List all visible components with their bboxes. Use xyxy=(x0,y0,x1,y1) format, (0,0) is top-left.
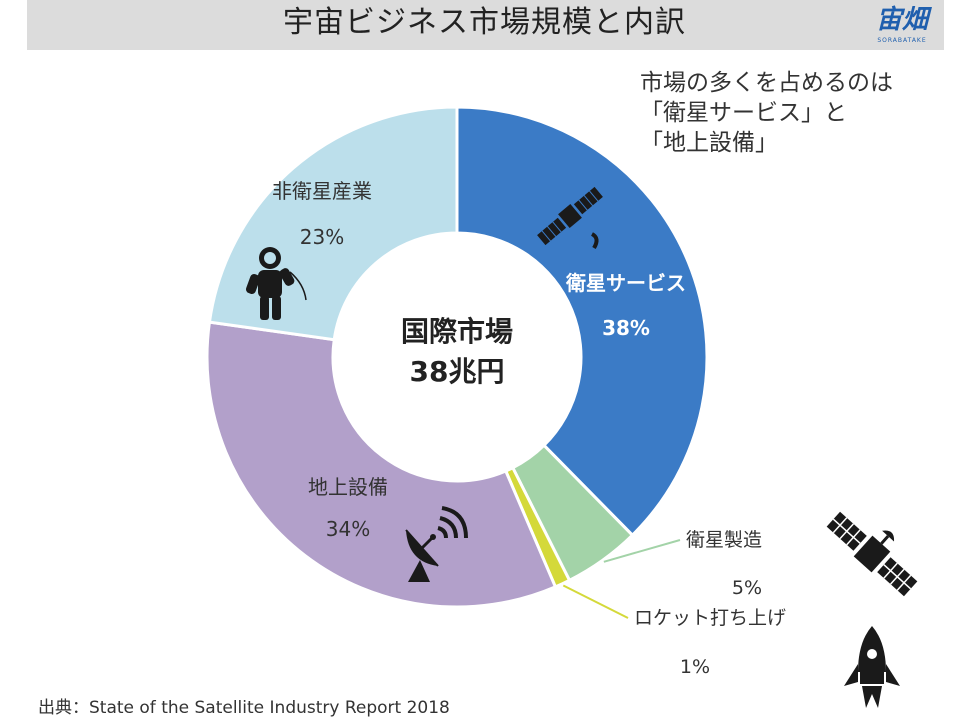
slice-label: ロケット打ち上げ xyxy=(634,607,786,629)
satellite-icon xyxy=(826,511,918,597)
center-label: 38兆円 xyxy=(410,355,505,388)
leader-line xyxy=(562,584,629,619)
satellite-dish-icon xyxy=(405,506,468,582)
page-title: 宇宙ビジネス市場規模と内訳 xyxy=(283,5,686,40)
rocket-icon xyxy=(844,626,900,708)
note-line: 「衛星サービス」と xyxy=(640,100,847,126)
astronaut-icon xyxy=(246,247,307,320)
slice-value: 1% xyxy=(680,656,710,678)
note-line: 「地上設備」 xyxy=(640,130,778,156)
logo-text: 宙畑 xyxy=(875,5,928,35)
slice-value: 38% xyxy=(602,316,650,340)
slice-satellite-services xyxy=(455,105,709,538)
slice-value: 34% xyxy=(326,517,370,541)
note-line: 市場の多くを占めるのは xyxy=(640,70,893,96)
satellite-icon xyxy=(535,185,605,250)
annotation-note: 市場の多くを占めるのは 「衛星サービス」と 「地上設備」 xyxy=(640,68,960,158)
slice-label: 非衛星産業 xyxy=(272,179,372,203)
slice-value: 5% xyxy=(732,577,762,599)
slice-ground-equipment xyxy=(205,320,558,609)
center-label: 国際市場 xyxy=(401,315,513,348)
logo-subtext: SORABATAKE xyxy=(877,37,927,44)
source-citation: 出典：State of the Satellite Industry Repor… xyxy=(38,698,450,718)
header-bar xyxy=(27,0,944,50)
slice-label: 衛星サービス xyxy=(565,271,686,295)
slice-label: 地上設備 xyxy=(308,475,388,499)
leader-line xyxy=(603,539,681,563)
slice-label: 衛星製造 xyxy=(686,529,762,551)
slice-value: 23% xyxy=(300,225,344,249)
logo: 宙畑 SORABATAKE xyxy=(862,4,942,48)
